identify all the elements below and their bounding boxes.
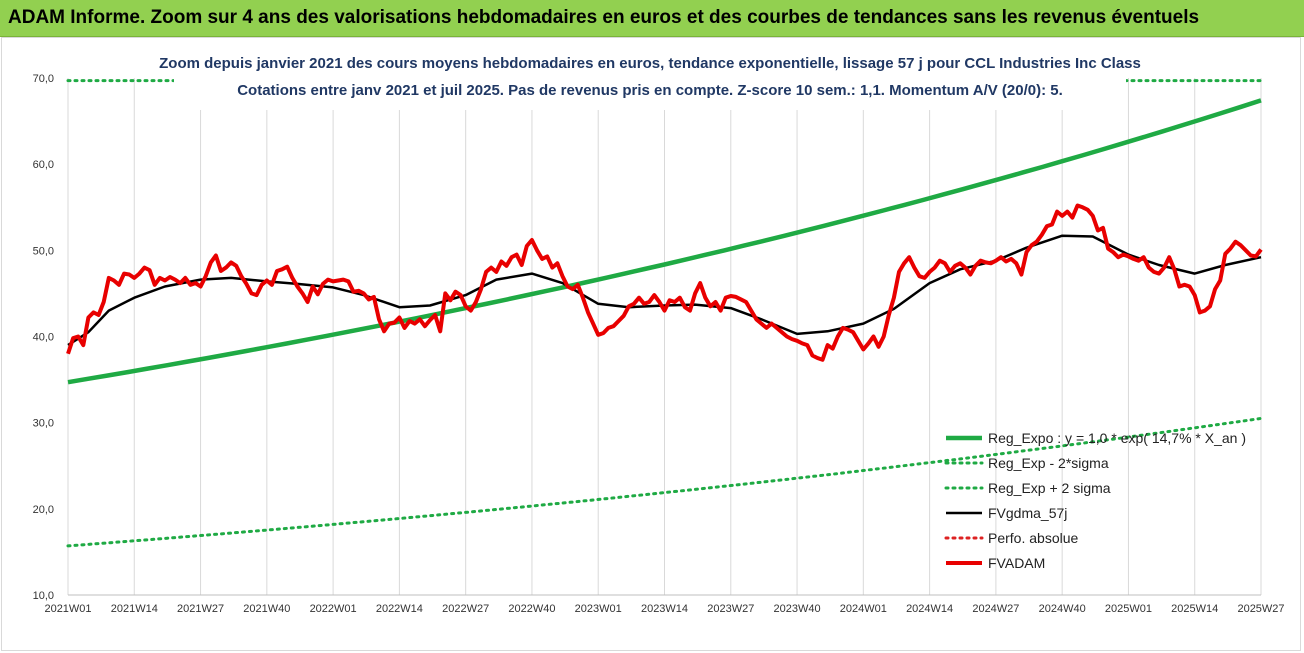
x-tick-label: 2021W14	[111, 603, 158, 615]
legend-label: Perfo. absolue	[988, 530, 1078, 546]
title-banner: ADAM Informe. Zoom sur 4 ans des valoris…	[0, 0, 1304, 37]
x-tick-label: 2022W01	[310, 603, 357, 615]
x-tick-label: 2024W27	[972, 603, 1019, 615]
chart-subtitle: Cotations entre janv 2021 et juil 2025. …	[237, 82, 1063, 99]
y-axis: 10,0 20,0 30,0 40,0 50,0 60,0 70,0	[33, 73, 54, 602]
x-tick-label: 2021W01	[44, 603, 91, 615]
x-axis: 2021W01 2021W14 2021W27 2021W40 2022W01 2022W…	[44, 594, 1285, 615]
title-background	[174, 46, 1126, 110]
y-tick-label: 70,0	[33, 73, 54, 85]
x-tick-label: 2023W40	[774, 603, 821, 615]
legend-label: FVADAM	[988, 555, 1045, 571]
y-tick-label: 50,0	[33, 245, 54, 257]
line-chart: 10,020,030,040,050,060,070,0 2021W01 2021…	[33, 46, 1285, 615]
gridlines	[67, 78, 1262, 595]
y-tick-label: 10,0	[33, 590, 54, 602]
x-tick-label: 2023W01	[575, 603, 622, 615]
fvadam-series	[66, 203, 1263, 362]
legend-label: Reg_Exp - 2*sigma	[988, 455, 1109, 471]
y-tick-label: 40,0	[33, 332, 54, 344]
x-tick-label: 2022W27	[442, 603, 489, 615]
x-tick-label: 2022W14	[376, 603, 423, 615]
y-tick-label: 60,0	[33, 159, 54, 171]
x-tick-label: 2025W27	[1237, 603, 1284, 615]
x-tick-label: 2022W40	[508, 603, 555, 615]
legend-label: Reg_Expo : y = 1,0 * exp( 14,7% * X_an )	[988, 430, 1246, 446]
legend-label: FVgdma_57j	[988, 505, 1067, 521]
x-tick-label: 2024W01	[840, 603, 887, 615]
x-tick-label: 2024W40	[1039, 603, 1086, 615]
x-tick-label: 2025W01	[1105, 603, 1152, 615]
y-tick-label: 30,0	[33, 418, 54, 430]
lower-band-series	[66, 416, 1263, 548]
x-tick-label: 2023W14	[641, 603, 688, 615]
banner-title: ADAM Informe. Zoom sur 4 ans des valoris…	[8, 7, 1200, 28]
x-tick-label: 2023W27	[707, 603, 754, 615]
x-tick-label: 2021W40	[243, 603, 290, 615]
chart-title: Zoom depuis janvier 2021 des cours moyen…	[159, 55, 1141, 72]
y-tick-label: 20,0	[33, 504, 54, 516]
smoothed-fv-series	[67, 234, 1262, 347]
chart-frame: 10,0 20,0 30,0 40,0 50,0 60,0 70,0 2021W01 2021…	[1, 37, 1301, 651]
x-tick-label: 2025W14	[1171, 603, 1218, 615]
legend: Reg_Expo : y = 1,0 * exp( 14,7% * X_an )…	[944, 430, 1246, 571]
trend-line-series	[67, 98, 1262, 385]
x-tick-label: 2021W27	[177, 603, 224, 615]
legend-label: Reg_Exp + 2 sigma	[988, 480, 1111, 496]
x-tick-label: 2024W14	[906, 603, 953, 615]
